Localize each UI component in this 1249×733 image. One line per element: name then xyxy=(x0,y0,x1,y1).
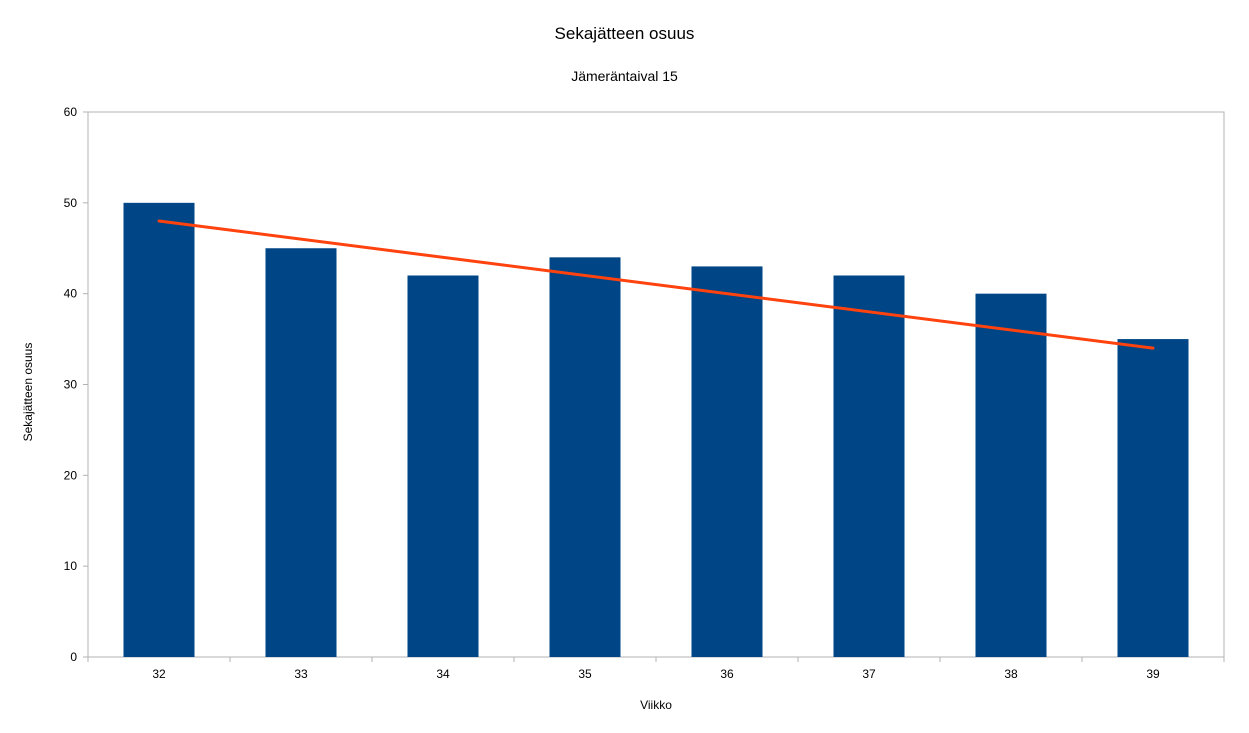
y-tick-label: 30 xyxy=(64,378,78,392)
y-tick-label: 40 xyxy=(64,287,78,301)
plot-frame xyxy=(87,111,1225,658)
x-axis-label: Viikko xyxy=(640,698,672,712)
x-tick-label: 36 xyxy=(720,667,734,681)
x-tick-label: 37 xyxy=(862,667,876,681)
x-tick-label: 38 xyxy=(1004,667,1018,681)
bar-33 xyxy=(265,248,337,657)
bar-38 xyxy=(975,293,1047,657)
chart-subtitle: Jämeräntaival 15 xyxy=(571,68,678,84)
y-tick-label: 60 xyxy=(64,105,78,119)
bar-37 xyxy=(833,275,905,657)
bar-34 xyxy=(407,275,479,657)
x-tick-label: 33 xyxy=(294,667,308,681)
y-tick-label: 20 xyxy=(64,468,78,482)
bar-32 xyxy=(123,202,195,658)
y-tick-label: 0 xyxy=(70,650,77,664)
bar-36 xyxy=(691,266,763,657)
bar-39 xyxy=(1117,339,1189,657)
x-tick-label: 34 xyxy=(436,667,450,681)
trendline xyxy=(157,219,1155,350)
x-tick-label: 35 xyxy=(578,667,592,681)
chart-title: Sekajätteen osuus xyxy=(554,24,695,43)
x-tick-label: 39 xyxy=(1146,667,1160,681)
y-tick-label: 50 xyxy=(64,196,78,210)
x-tick-label: 32 xyxy=(152,667,166,681)
bar-35 xyxy=(549,257,621,657)
y-tick-label: 10 xyxy=(64,559,78,573)
